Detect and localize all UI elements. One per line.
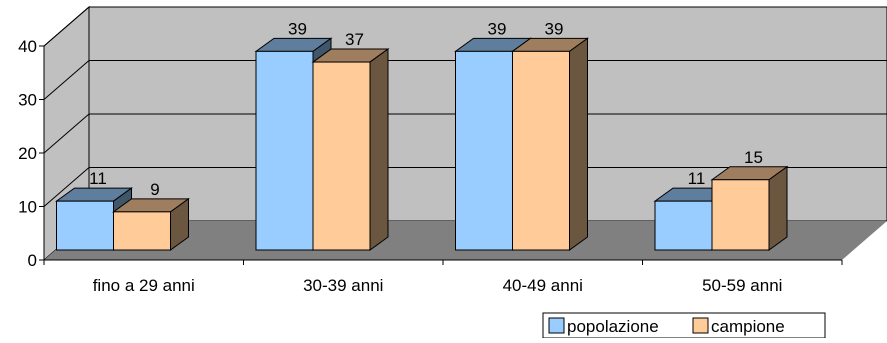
data-label: 39 <box>288 19 307 38</box>
bar-front <box>113 211 171 251</box>
bar-side <box>768 165 788 251</box>
y-tick-label: 40 <box>18 37 37 56</box>
bar-campione-3 <box>710 165 789 251</box>
data-label: 9 <box>150 180 159 199</box>
gridlines <box>43 6 887 207</box>
axes <box>39 45 843 265</box>
gridline <box>43 6 887 47</box>
legend-swatch-popolazione <box>548 317 565 334</box>
legend-swatch-campione <box>692 317 709 334</box>
bar-campione-1 <box>311 48 390 251</box>
data-label: 11 <box>688 169 706 188</box>
data-label: 37 <box>345 30 364 49</box>
x-tick-label: 30-39 anni <box>303 276 383 295</box>
bars <box>54 37 789 251</box>
bar-front <box>56 200 114 251</box>
x-tick-label: fino a 29 anni <box>93 276 195 295</box>
legend-label-campione: campione <box>711 317 785 336</box>
gridline <box>43 60 887 100</box>
x-tick-label: 50-59 anni <box>702 276 782 295</box>
y-tick-label: 20 <box>18 144 37 163</box>
x-tick-label: 40-49 anni <box>503 276 583 295</box>
bar-side <box>569 37 588 251</box>
gridline <box>43 113 887 154</box>
y-tick-label: 0 <box>28 251 37 270</box>
bar-side <box>369 48 389 251</box>
bar-front <box>512 50 570 251</box>
bar-front <box>312 61 371 251</box>
y-tick-label: 10 <box>18 198 37 217</box>
bar-front <box>455 50 513 251</box>
bar-front <box>711 179 770 251</box>
data-label: 39 <box>488 19 507 38</box>
y-tick-label: 30 <box>18 91 37 110</box>
data-label: 15 <box>744 148 763 167</box>
legend-box <box>542 312 826 339</box>
tick-labels: 0 10 20 30 40 fino a 29 anni 30-39 anni 40-49 a… <box>18 37 782 295</box>
bar-front <box>654 200 713 251</box>
data-label: 39 <box>545 19 564 38</box>
legend: popolazione campione <box>542 312 826 339</box>
bar-campione-0 <box>111 197 191 251</box>
bar-campione-2 <box>510 37 590 251</box>
gridline <box>43 167 887 207</box>
data-labels: 11 39 39 11 9 37 39 15 <box>89 19 763 199</box>
bar-front <box>255 50 314 251</box>
data-label: 11 <box>89 169 107 188</box>
legend-label-popolazione: popolazione <box>567 317 659 336</box>
